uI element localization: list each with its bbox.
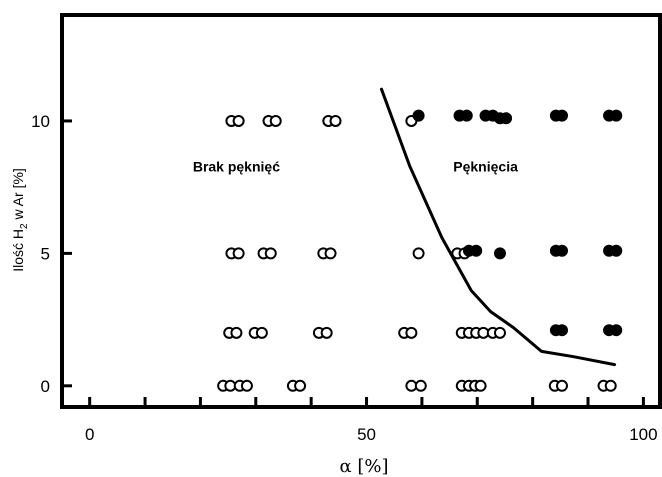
filled-point-17 [500,112,513,125]
filled-point-13 [460,109,473,122]
ticks: 0 50 100 0 5 10 [31,112,657,444]
open-point-23 [405,326,418,339]
open-point-44 [329,114,342,127]
x-tick-label-1: 50 [357,425,376,444]
open-point-15 [604,379,617,392]
boundary-curve [380,87,617,367]
x-tick-label-0: 0 [85,425,94,444]
open-point-19 [255,326,268,339]
y-tick-label-2: 10 [31,112,50,131]
open-point-42 [269,114,282,127]
open-point-5 [294,379,307,392]
region-label-1: Pęknięcia [453,158,518,174]
filled-point-1 [555,324,568,337]
filled-point-19 [555,109,568,122]
open-point-36 [412,247,425,260]
y-axis-title-rest: w Ar [%] [10,168,26,223]
labels-layer: Brak pęknięć Pęknięcia [193,158,518,174]
open-point-7 [414,379,427,392]
plot-frame [60,13,662,409]
y-axis-title: Ilość H2 w Ar [%] [10,168,30,272]
y-tick-label-1: 5 [41,244,50,263]
filled-point-21 [610,109,623,122]
open-point-29 [493,326,506,339]
region-label-0: Brak pęknięć [193,158,280,174]
filled-point-3 [610,324,623,337]
x-tick-label-2: 100 [629,425,657,444]
filled-point-6 [493,247,506,260]
open-point-35 [324,247,337,260]
open-point-3 [240,379,253,392]
filled-point-8 [555,244,568,257]
filled-point-10 [610,244,623,257]
open-point-40 [232,114,245,127]
y-tick-label-0: 0 [41,377,50,396]
filled-point-11 [412,109,425,122]
y-axis-title-main: Ilość H [10,229,26,272]
y-axis-title-subscript: 2 [19,223,30,229]
points-layer [217,109,623,392]
x-axis-title: α [%] [339,456,388,477]
open-point-31 [232,247,245,260]
curve-layer [380,87,617,367]
filled-point-5 [470,244,483,257]
open-point-17 [230,326,243,339]
open-point-13 [555,379,568,392]
open-point-21 [320,326,333,339]
open-point-33 [264,247,277,260]
open-point-11 [474,379,487,392]
